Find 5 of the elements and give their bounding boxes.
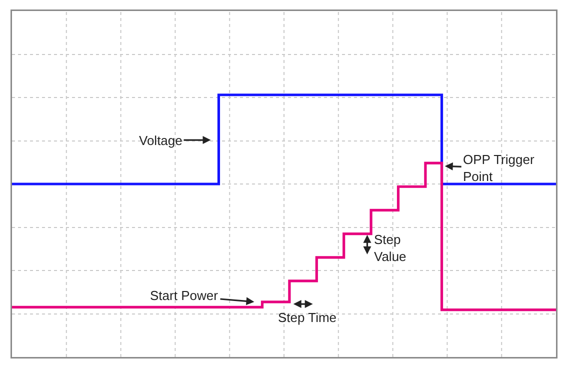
annotation: Voltage	[139, 133, 182, 148]
annotation: Step Value	[374, 232, 406, 264]
annotation: OPP Trigger Point	[463, 152, 535, 184]
annotation: Step Time	[278, 310, 337, 325]
annotation: Start Power	[150, 288, 219, 303]
